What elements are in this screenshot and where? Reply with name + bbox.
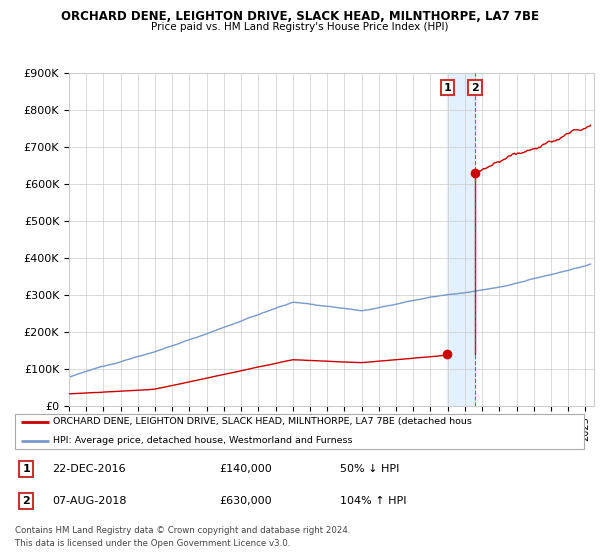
Text: 104% ↑ HPI: 104% ↑ HPI xyxy=(340,496,407,506)
Text: £630,000: £630,000 xyxy=(220,496,272,506)
Text: 07-AUG-2018: 07-AUG-2018 xyxy=(52,496,127,506)
Text: This data is licensed under the Open Government Licence v3.0.: This data is licensed under the Open Gov… xyxy=(15,539,290,548)
FancyBboxPatch shape xyxy=(15,414,584,449)
Text: 22-DEC-2016: 22-DEC-2016 xyxy=(52,464,126,474)
Text: ORCHARD DENE, LEIGHTON DRIVE, SLACK HEAD, MILNTHORPE, LA7 7BE (detached hous: ORCHARD DENE, LEIGHTON DRIVE, SLACK HEAD… xyxy=(53,417,472,426)
Text: £140,000: £140,000 xyxy=(220,464,272,474)
Text: 2: 2 xyxy=(23,496,30,506)
Text: ORCHARD DENE, LEIGHTON DRIVE, SLACK HEAD, MILNTHORPE, LA7 7BE: ORCHARD DENE, LEIGHTON DRIVE, SLACK HEAD… xyxy=(61,10,539,23)
Text: Price paid vs. HM Land Registry's House Price Index (HPI): Price paid vs. HM Land Registry's House … xyxy=(151,22,449,32)
Text: 50% ↓ HPI: 50% ↓ HPI xyxy=(340,464,400,474)
Text: HPI: Average price, detached house, Westmorland and Furness: HPI: Average price, detached house, West… xyxy=(53,436,353,445)
Bar xyxy=(447,73,475,406)
Text: 1: 1 xyxy=(443,83,451,92)
Text: 2: 2 xyxy=(471,83,479,92)
Text: Contains HM Land Registry data © Crown copyright and database right 2024.: Contains HM Land Registry data © Crown c… xyxy=(15,526,350,535)
Text: 1: 1 xyxy=(23,464,30,474)
